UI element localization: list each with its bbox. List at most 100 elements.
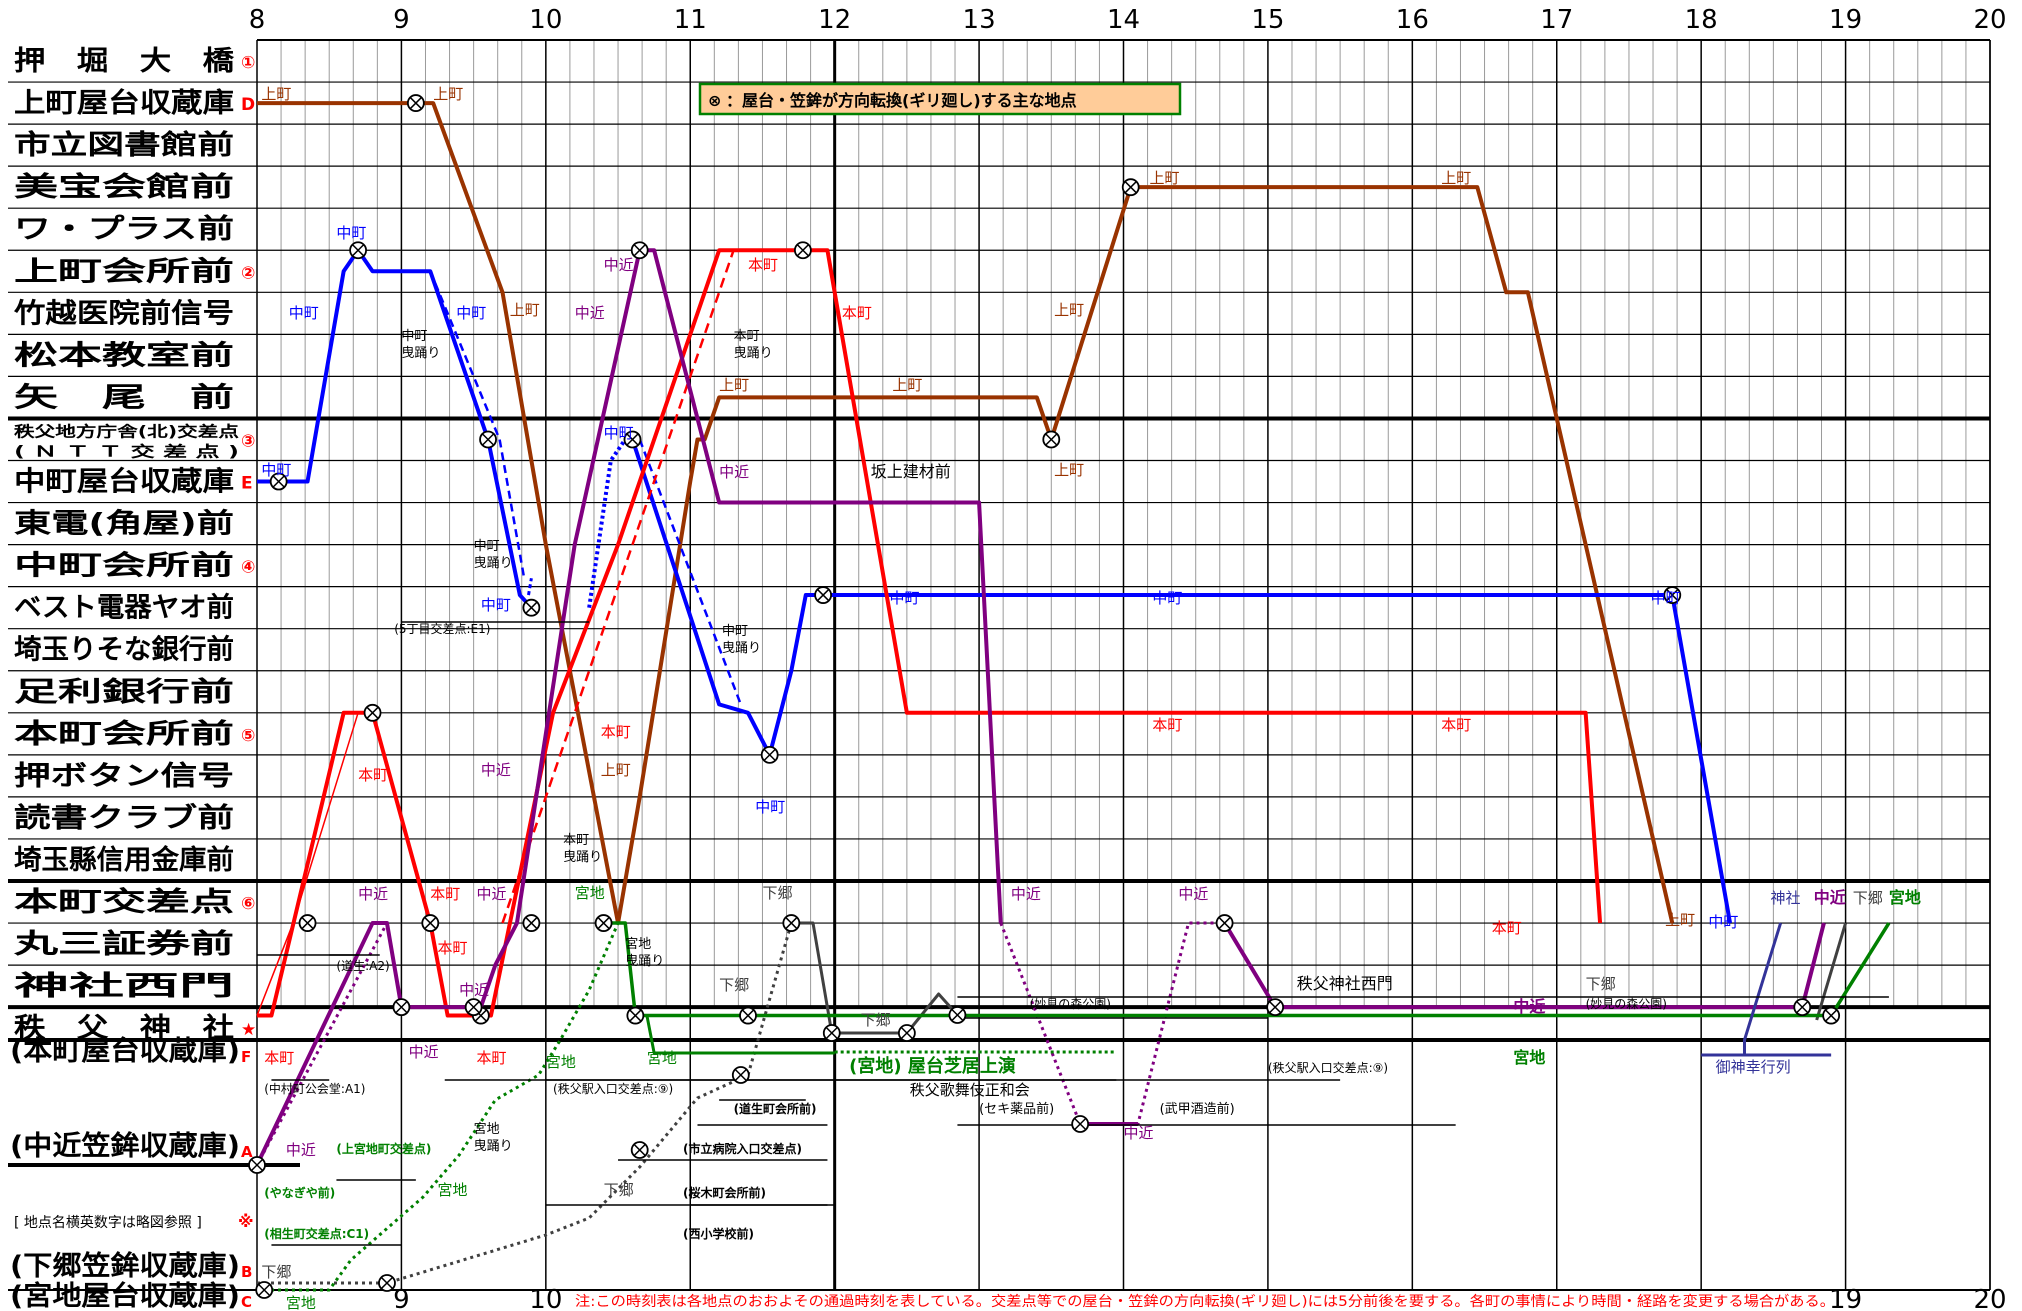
- turn-icon-cross: [633, 1143, 646, 1157]
- kamimachi-route-line: [616, 185, 1675, 924]
- route-label: (西小学校前): [683, 1226, 754, 1241]
- route-label: (市立病院入口交差点): [683, 1141, 802, 1156]
- route-label: 上町: [510, 301, 540, 319]
- turn-icon-cross: [633, 244, 646, 257]
- route-label: 上町: [1054, 461, 1084, 479]
- time-grid: [8, 39, 1991, 1291]
- hour-label: 14: [1107, 5, 1140, 35]
- route-label: 中近: [477, 885, 507, 903]
- turn-icon-cross: [258, 1283, 271, 1297]
- route-label: 本町: [477, 1049, 507, 1067]
- location-mark: ③: [241, 431, 255, 451]
- location-mark: ②: [241, 263, 255, 283]
- route-label: 中町: [481, 596, 511, 614]
- location-label: ベスト電器ヤオ前: [14, 592, 234, 624]
- route-label: 中町: [1651, 589, 1681, 607]
- route-label: 下郷: [719, 976, 749, 994]
- route-label: 宮地: [546, 1053, 576, 1071]
- location-label: 中町会所前: [14, 550, 234, 582]
- turn-icon-cross: [250, 1158, 264, 1172]
- location-mark: ④: [241, 558, 255, 578]
- honmachi-route-line: [257, 248, 1603, 1018]
- hour-label: 13: [963, 5, 996, 35]
- route-label: (桜木町会所前): [683, 1185, 766, 1200]
- route-label: 上町: [1054, 301, 1084, 319]
- hour-label-bottom: 10: [529, 1285, 562, 1311]
- turn-icon-cross: [900, 1026, 913, 1040]
- route-label: 宮地: [1513, 1048, 1545, 1067]
- nakachika-route-line-dotted: [1080, 921, 1277, 1126]
- location-label: 神社西門: [14, 970, 234, 1002]
- route-label: (5丁目交差点:E1): [394, 621, 490, 636]
- route-label: 中町: [474, 539, 500, 554]
- location-label: 押 堀 大 橋: [14, 46, 235, 77]
- kamimachi-route-line: [257, 101, 621, 924]
- side-note-mark: ※: [238, 1212, 254, 1231]
- hour-label: 18: [1685, 5, 1718, 35]
- location-label: 矢 尾 前: [14, 381, 234, 413]
- route-label: (道生:A2): [336, 959, 389, 973]
- location-label: 東電(角屋)前: [14, 508, 234, 540]
- location-label: 秩父地方庁舎(北)交差点: [14, 422, 239, 440]
- route-label: (道生町会所前): [734, 1101, 817, 1116]
- nakamachi-route-line: [527, 577, 533, 596]
- location-label: 足利銀行前: [14, 676, 234, 708]
- route-label: 上町: [1665, 911, 1695, 929]
- turn-symbol-icon: ⊗: [708, 91, 721, 110]
- nakamachi-route-line: [257, 248, 533, 610]
- route-label: 中町: [456, 304, 486, 322]
- route-label: 中町: [336, 224, 366, 242]
- route-label: 宮地: [438, 1181, 468, 1199]
- turn-icon-cross: [741, 1009, 755, 1022]
- turn-icon-cross: [763, 748, 776, 761]
- route-label: 本町: [563, 833, 589, 848]
- route-label: (秩父駅入口交差点:⑨): [1268, 1060, 1388, 1075]
- location-mark: E: [241, 474, 253, 494]
- procession-line: [1742, 922, 1783, 1055]
- route-label: 中近: [1011, 885, 1041, 903]
- location-mark: D: [241, 95, 255, 115]
- storage-mark: B: [241, 1263, 252, 1281]
- hour-label: 15: [1251, 5, 1284, 35]
- storage-mark: A: [241, 1143, 253, 1161]
- route-label: 坂上建材前: [871, 462, 951, 481]
- route-label: (秩父駅入口交差点:⑨): [553, 1081, 673, 1096]
- route-label: 本町: [1492, 919, 1522, 937]
- route-label: 上町: [1149, 169, 1179, 187]
- honmachi-route-line-thin: [256, 712, 359, 1016]
- turn-icon-cross: [626, 433, 639, 446]
- route-label: 中近: [1124, 1124, 1154, 1142]
- location-mark: ⑤: [241, 726, 255, 746]
- location-label: 本町会所前: [14, 718, 234, 750]
- route-label: 宮地: [474, 1121, 500, 1137]
- turn-icon-cross: [1796, 1001, 1809, 1014]
- storage-label: (本町屋台収蔵庫): [10, 1035, 240, 1067]
- float-routes: [255, 101, 1891, 1292]
- location-label: ( Ｎ Ｔ Ｔ 交 差 点 ): [14, 442, 239, 460]
- route-label: (やなぎや前): [264, 1185, 335, 1200]
- turn-icon-cross: [482, 433, 495, 446]
- turn-icon-cross: [1825, 1009, 1838, 1022]
- location-label: 美宝会館前: [14, 171, 234, 203]
- route-label: 上町: [1441, 169, 1471, 187]
- turn-icon-cross: [1666, 589, 1679, 602]
- route-label: 本町: [430, 885, 460, 903]
- turn-icon-cross: [951, 1008, 964, 1022]
- hour-axis: 8 9 10 11 12 13 14 15 16 17 18 19 20 9 10 19 20: [249, 5, 2007, 1311]
- location-mark: ★: [241, 1020, 256, 1040]
- location-label: 松本教室前: [14, 339, 234, 371]
- hour-label: 12: [818, 5, 851, 35]
- turn-icon-cross: [525, 601, 538, 614]
- route-label: 上町: [261, 85, 291, 103]
- route-label: 御神幸行列: [1716, 1058, 1791, 1076]
- turn-icon-cross: [272, 475, 285, 488]
- turn-points: [248, 94, 1841, 1299]
- route-label: 中近: [286, 1141, 316, 1159]
- location-mark: ①: [241, 53, 255, 73]
- route-label: 本町: [264, 1049, 294, 1067]
- route-label: 中町: [890, 589, 920, 607]
- route-label: (宮地) 屋台芝居上演: [849, 1055, 1016, 1077]
- route-label: 下郷: [861, 1011, 891, 1029]
- turn-icon-cross: [525, 917, 538, 930]
- location-label: ワ・プラス前: [14, 213, 234, 245]
